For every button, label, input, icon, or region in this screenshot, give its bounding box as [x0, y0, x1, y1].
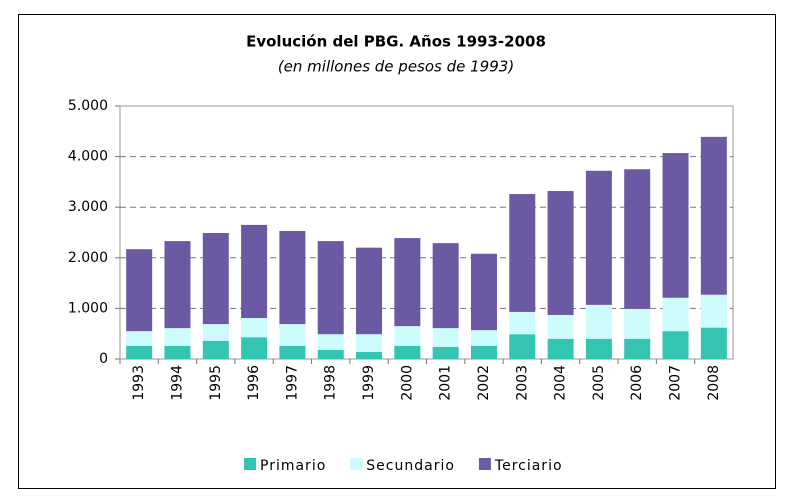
- bar-segment: [241, 318, 268, 338]
- x-tick-label: 1993: [131, 365, 147, 401]
- y-tick-label: 2.000: [68, 250, 108, 266]
- x-tick-label: 1999: [361, 365, 377, 401]
- bar-segment: [317, 349, 344, 359]
- bar-segment: [700, 136, 727, 295]
- x-tick-label: 2006: [629, 365, 645, 401]
- bar-segment: [164, 328, 191, 346]
- y-tick-label: 0: [99, 351, 108, 367]
- x-tick-label: 2000: [399, 365, 415, 401]
- legend-label: Primario: [260, 458, 326, 474]
- y-tick-label: 3.000: [68, 199, 108, 215]
- legend-swatch: [244, 458, 256, 470]
- bar-segment: [279, 345, 306, 359]
- bar-segment: [279, 324, 306, 346]
- bar-segment: [624, 308, 651, 339]
- chart-subtitle: (en millones de pesos de 1993): [278, 58, 514, 76]
- y-tick-label: 5.000: [68, 98, 108, 114]
- bar-segment: [662, 297, 689, 332]
- bar-segment: [394, 238, 421, 327]
- bar-segment: [356, 334, 383, 352]
- bar-segment: [662, 153, 689, 298]
- x-tick-label: 2002: [476, 365, 492, 401]
- legend-swatch: [478, 458, 491, 470]
- bar-segment: [509, 194, 536, 312]
- bar-segment: [202, 233, 229, 325]
- bar-segment: [241, 224, 268, 319]
- x-tick-label: 1998: [323, 365, 339, 401]
- bar-segment: [585, 304, 612, 339]
- x-tick-label: 2008: [706, 365, 722, 401]
- bar-segment: [317, 334, 344, 350]
- x-tick-label: 2007: [668, 365, 684, 401]
- bar-segment: [624, 169, 651, 309]
- bar-segment: [509, 311, 536, 335]
- bar-segment: [164, 345, 191, 359]
- bar-segment: [317, 241, 344, 335]
- x-tick-label: 2005: [591, 365, 607, 401]
- bar-segment: [585, 338, 612, 359]
- bar-segment: [547, 191, 574, 315]
- bar-segment: [241, 337, 268, 359]
- bar-segment: [432, 243, 459, 329]
- bar-segment: [547, 338, 574, 359]
- legend-label: Secundario: [366, 458, 455, 474]
- bar-segment: [394, 345, 421, 359]
- bar-segment: [470, 253, 497, 331]
- bar-segment: [509, 334, 536, 359]
- bar-segment: [202, 340, 229, 359]
- x-tick-label: 1996: [246, 365, 262, 401]
- y-tick-label: 1.000: [68, 300, 108, 316]
- bar-segment: [126, 249, 153, 332]
- x-tick-label: 2001: [438, 365, 454, 401]
- chart-title: Evolución del PBG. Años 1993-2008: [246, 33, 546, 51]
- bar-segment: [356, 247, 383, 335]
- x-tick-label: 1994: [169, 365, 185, 401]
- frame: [18, 14, 776, 489]
- bar-segment: [547, 314, 574, 339]
- bar-segment: [394, 326, 421, 346]
- y-tick-label: 4.000: [68, 149, 108, 165]
- bar-segment: [470, 330, 497, 346]
- x-tick-label: 2003: [514, 365, 530, 401]
- bar-segment: [470, 345, 497, 359]
- bar-segment: [662, 331, 689, 359]
- legend-swatch: [350, 458, 363, 470]
- bar-segment: [126, 345, 153, 359]
- bar-segment: [432, 346, 459, 359]
- x-tick-label: 1997: [284, 365, 300, 401]
- bar-segment: [164, 241, 191, 329]
- bar-segment: [432, 328, 459, 347]
- x-tick-label: 1995: [208, 365, 224, 401]
- legend-label: Terciario: [494, 458, 563, 474]
- x-tick-label: 2004: [553, 365, 569, 401]
- bar-segment: [700, 327, 727, 359]
- bar-segment: [126, 331, 153, 346]
- bar-segment: [624, 338, 651, 359]
- bar-segment: [202, 324, 229, 341]
- bar-segment: [585, 170, 612, 305]
- bar-segment: [279, 230, 306, 325]
- bar-segment: [700, 294, 727, 328]
- bar-segment: [356, 351, 383, 359]
